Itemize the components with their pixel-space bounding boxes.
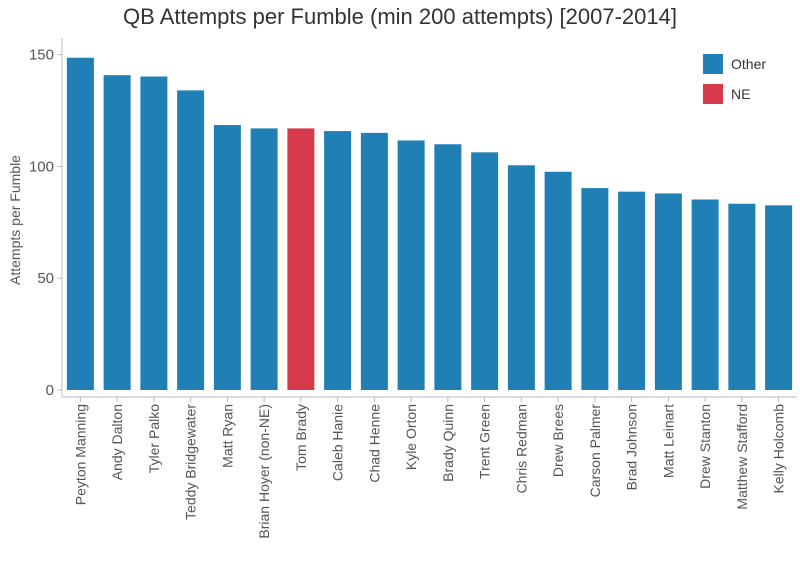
bar-peyton-manning bbox=[66, 57, 94, 390]
x-ticks bbox=[79, 397, 780, 402]
bar-chad-henne bbox=[360, 132, 388, 391]
bar-teddy-bridgewater bbox=[177, 90, 205, 390]
x-tick-label: Andy Dalton bbox=[109, 404, 125, 480]
bar-matt-leinart bbox=[654, 193, 682, 390]
x-tick-label: Teddy Bridgewater bbox=[183, 404, 199, 520]
bar-tom-brady bbox=[287, 128, 315, 390]
bar-andy-dalton bbox=[103, 75, 131, 390]
x-tick-label: Chris Redman bbox=[513, 404, 529, 493]
bar-caleb-hanie bbox=[324, 131, 352, 390]
x-tick-label: Trent Green bbox=[477, 404, 493, 479]
x-tick-label: Matthew Stafford bbox=[734, 404, 750, 510]
x-tick-label: Matt Leinart bbox=[660, 404, 676, 478]
y-tick-label: 100 bbox=[29, 158, 54, 175]
x-tick-label: Matt Ryan bbox=[219, 404, 235, 468]
x-tick-label: Kyle Orton bbox=[403, 404, 419, 470]
legend-label-other: Other bbox=[731, 56, 766, 72]
bar-chris-redman bbox=[507, 165, 535, 390]
bar-kelly-holcomb bbox=[765, 205, 793, 390]
y-axis-label: Attempts per Fumble bbox=[7, 155, 23, 285]
legend-label-ne: NE bbox=[731, 86, 750, 102]
legend: Other NE bbox=[703, 54, 766, 104]
x-tick-label: Kelly Holcomb bbox=[771, 404, 787, 494]
x-tick-label: Tom Brady bbox=[293, 404, 309, 471]
y-tick-label: 50 bbox=[37, 270, 54, 287]
chart-title: QB Attempts per Fumble (min 200 attempts… bbox=[123, 4, 677, 29]
bar-drew-brees bbox=[544, 171, 572, 390]
bars bbox=[66, 57, 793, 391]
x-tick-label: Chad Henne bbox=[366, 404, 382, 483]
x-tick-labels: Peyton Manning Andy Dalton Tyler Palko Tedd… bbox=[72, 404, 786, 539]
x-tick-label: Brad Johnson bbox=[624, 404, 640, 490]
x-tick-label: Caleb Hanie bbox=[330, 404, 346, 481]
x-tick-label: Tyler Palko bbox=[146, 404, 162, 473]
x-tick-label: Drew Stanton bbox=[697, 404, 713, 489]
y-tick-label: 0 bbox=[46, 382, 54, 399]
bar-brad-johnson bbox=[618, 191, 646, 390]
bar-brady-quinn bbox=[434, 144, 462, 390]
x-tick-label: Brian Hoyer (non-NE) bbox=[256, 404, 272, 539]
bar-carson-palmer bbox=[581, 188, 609, 390]
x-tick-label: Peyton Manning bbox=[72, 404, 88, 505]
x-tick-label: Carson Palmer bbox=[587, 404, 603, 498]
y-tick-label: 150 bbox=[29, 47, 54, 64]
legend-swatch-ne bbox=[703, 84, 723, 104]
bar-brian-hoyer-non-ne bbox=[250, 128, 278, 390]
bar-matthew-stafford bbox=[728, 203, 756, 390]
x-tick-label: Brady Quinn bbox=[440, 404, 456, 482]
legend-swatch-other bbox=[703, 54, 723, 74]
bar-tyler-palko bbox=[140, 76, 168, 390]
bar-kyle-orton bbox=[397, 140, 425, 390]
bar-drew-stanton bbox=[691, 199, 719, 390]
x-tick-label: Drew Brees bbox=[550, 404, 566, 477]
bar-matt-ryan bbox=[213, 125, 241, 390]
y-ticks: 0 50 100 150 bbox=[29, 47, 62, 399]
bar-trent-green bbox=[471, 152, 499, 390]
